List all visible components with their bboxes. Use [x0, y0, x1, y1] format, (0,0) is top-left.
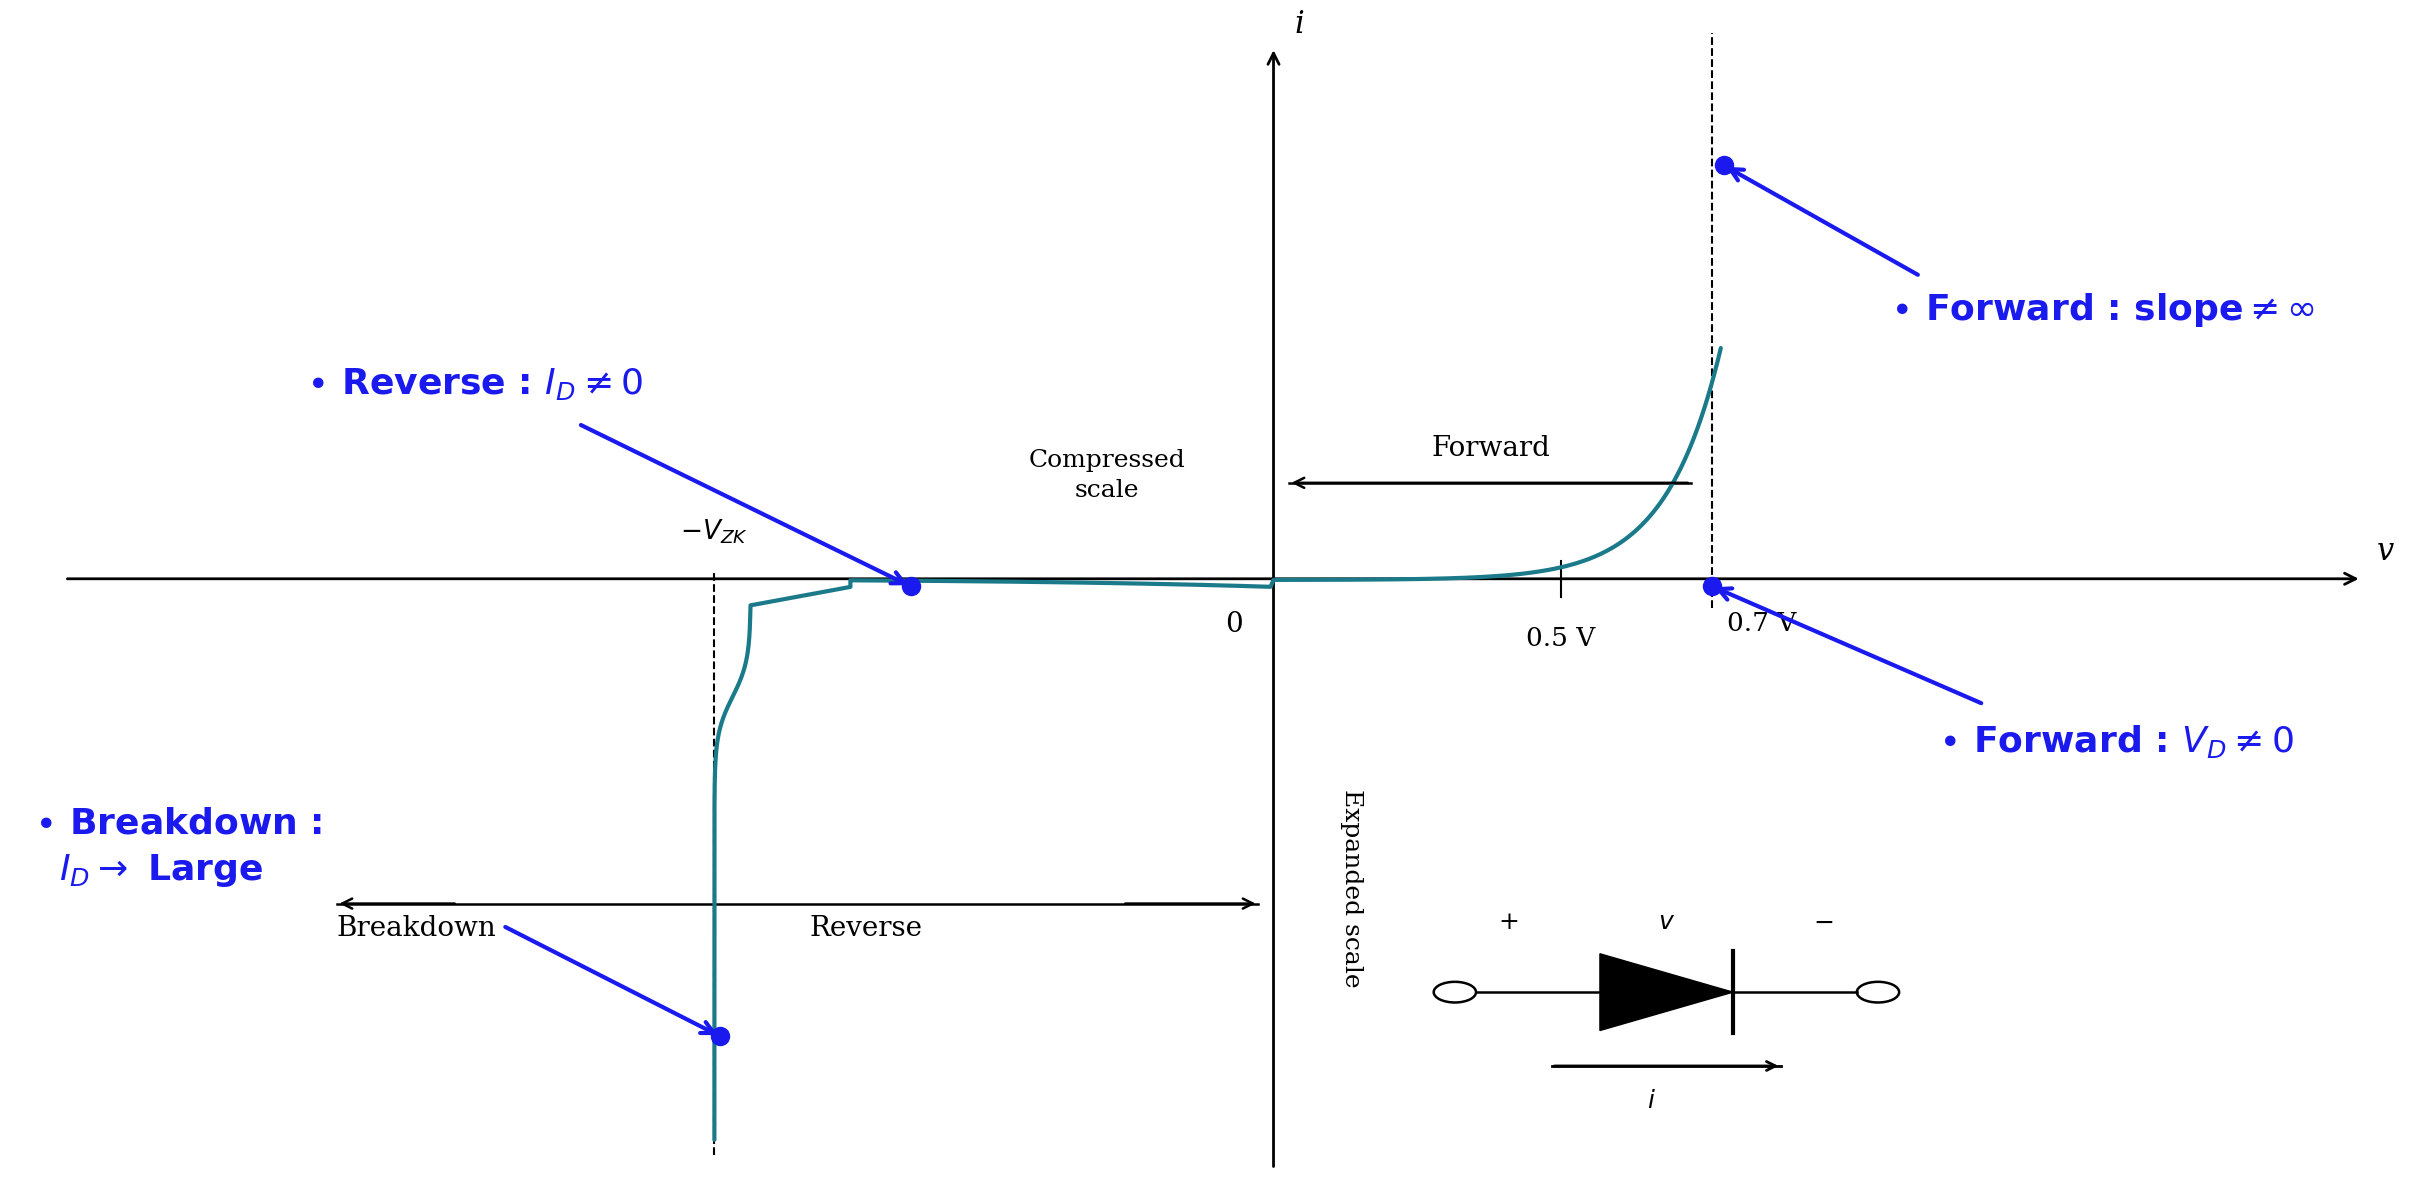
Text: $\bullet$ Breakdown :
  $I_D \rightarrow$ Large: $\bullet$ Breakdown : $I_D \rightarrow$ …	[34, 807, 322, 889]
Text: $v$: $v$	[1659, 911, 1676, 935]
Text: 0.5 V: 0.5 V	[1525, 626, 1596, 651]
Text: 0.7 V: 0.7 V	[1727, 611, 1795, 636]
Text: $\bullet$ Forward : slope$\neq \infty$: $\bullet$ Forward : slope$\neq \infty$	[1890, 291, 2314, 328]
Text: Forward: Forward	[1432, 435, 1552, 462]
Text: v: v	[2378, 537, 2395, 567]
Text: Reverse: Reverse	[809, 915, 921, 942]
Text: Compressed
scale: Compressed scale	[1028, 449, 1186, 502]
Text: $i$: $i$	[1647, 1090, 1656, 1113]
Text: $-$: $-$	[1812, 911, 1834, 935]
Polygon shape	[1600, 954, 1732, 1031]
Text: Expanded scale: Expanded scale	[1340, 789, 1364, 988]
Text: $-V_{ZK}$: $-V_{ZK}$	[680, 517, 748, 546]
Text: i: i	[1294, 8, 1303, 40]
Text: +: +	[1498, 911, 1520, 935]
Text: Breakdown: Breakdown	[336, 915, 497, 942]
Text: $\bullet$ Forward : $V_D\neq 0$: $\bullet$ Forward : $V_D\neq 0$	[1939, 723, 2295, 760]
Text: 0: 0	[1225, 611, 1242, 639]
Text: $\bullet$ Reverse : $I_D\neq 0$: $\bullet$ Reverse : $I_D\neq 0$	[307, 366, 643, 402]
